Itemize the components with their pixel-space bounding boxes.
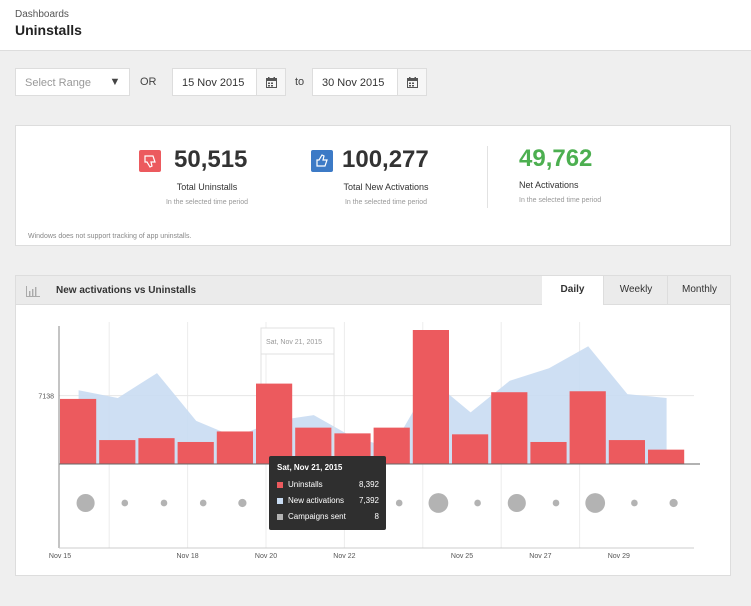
bubble-campaigns: [429, 493, 449, 513]
x-tick-label: Nov 22: [333, 553, 355, 560]
x-tick-label: Nov 29: [608, 553, 630, 560]
bubble-campaigns: [508, 494, 526, 512]
legend-swatch-uninstalls: [277, 482, 283, 488]
bubble-campaigns: [121, 500, 128, 507]
bubble-campaigns: [669, 499, 677, 507]
bar-uninstalls: [609, 440, 645, 464]
x-tick-label: Nov 20: [255, 553, 277, 560]
tooltip-row: Campaigns sent 8: [277, 512, 379, 521]
tooltip-row-name: Campaigns sent: [288, 512, 346, 521]
tooltip-row: New activations 7,392: [277, 496, 379, 505]
bubble-campaigns: [585, 493, 605, 513]
x-tick-label: Nov 25: [451, 553, 473, 560]
bar-uninstalls: [256, 384, 292, 464]
tooltip-row-name: New activations: [288, 496, 344, 505]
tooltip-row-value: 8: [375, 512, 379, 521]
x-tick-label: Nov 18: [177, 553, 199, 560]
bar-uninstalls: [491, 392, 527, 464]
x-tick-label: Nov 27: [529, 553, 551, 560]
chart-tooltip: Sat, Nov 21, 2015 Uninstalls 8,392 New ac…: [269, 456, 386, 530]
bubble-campaigns: [474, 500, 481, 507]
tooltip-row-name: Uninstalls: [288, 480, 323, 489]
bar-uninstalls: [452, 434, 488, 464]
x-tick-label: Nov 15: [49, 553, 71, 560]
hover-label: Sat, Nov 21, 2015: [266, 339, 322, 346]
bubble-campaigns: [631, 500, 638, 507]
bar-uninstalls: [413, 330, 449, 464]
bar-uninstalls: [217, 431, 253, 464]
tooltip-row: Uninstalls 8,392: [277, 480, 379, 489]
tooltip-row-value: 8,392: [359, 480, 379, 489]
tooltip-title: Sat, Nov 21, 2015: [277, 463, 379, 472]
bar-uninstalls: [99, 440, 135, 464]
bubble-campaigns: [200, 500, 207, 507]
legend-swatch-activations: [277, 498, 283, 504]
bar-uninstalls: [138, 438, 174, 464]
bar-uninstalls: [570, 391, 606, 464]
bubble-campaigns: [238, 499, 246, 507]
y-tick-label: 7138: [38, 394, 54, 401]
bar-uninstalls: [178, 442, 214, 464]
bubble-campaigns: [553, 500, 560, 507]
bubble-campaigns: [77, 494, 95, 512]
legend-swatch-campaigns: [277, 514, 283, 520]
bubble-campaigns: [161, 500, 168, 507]
tooltip-row-value: 7,392: [359, 496, 379, 505]
bar-uninstalls: [530, 442, 566, 464]
bubble-campaigns: [396, 500, 403, 507]
bar-uninstalls: [648, 450, 684, 464]
bar-uninstalls: [60, 399, 96, 464]
